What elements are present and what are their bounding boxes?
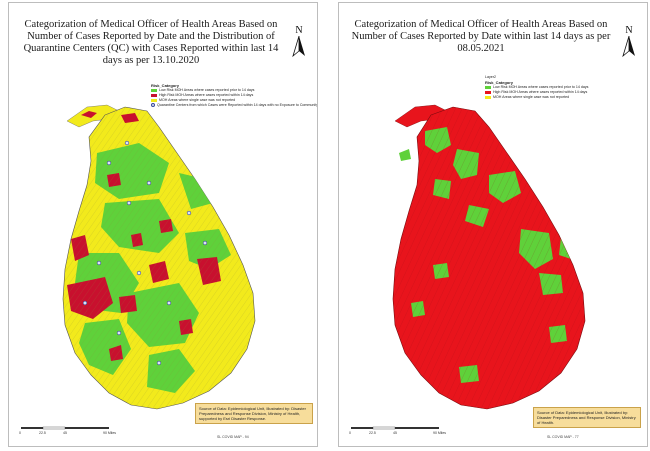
map-legend-2021: Layer2 Risk_Category Low Risk MOH Areas … [485,75,643,100]
sri-lanka-map-2021 [351,104,586,430]
source-note-2020: Source of Data: Epidemiological Unit, Il… [195,403,313,424]
legend-item-low-risk: Low Risk MOH Areas where cases reported … [151,88,313,93]
sri-lanka-map-2020 [21,104,256,430]
scale-label-3: 90 Miles [433,431,447,435]
north-arrow: N [621,25,637,63]
quarantine-center-markers [82,140,208,366]
source-note-2021: Source of Data: Epidemiological Unit, Il… [533,407,641,428]
map-title-2021: Categorization of Medical Officer of Hea… [351,19,611,54]
north-label: N [295,25,303,36]
legend-title: Risk_Category [485,80,514,85]
legend-item-low-risk: Low Risk MOH Areas where cases reported … [485,85,643,90]
scale-label-3: 90 Miles [103,431,117,435]
legend-item-high-risk: High Risk MOH Areas where cases reported… [151,93,313,98]
map-title-2020: Categorization of Medical Officer of Hea… [23,19,279,66]
north-label: N [625,25,633,36]
legend-item-high-risk: High Risk MOH Areas where cases reported… [485,90,643,95]
legend-item-quarantine-center: Quarantine Centers from which Cases were… [151,103,317,108]
scale-label-2: 45 [63,431,67,435]
map-legend-2020: Risk_Category Low Risk MOH Areas where c… [151,83,317,108]
scale-label-1: 22.5 [369,431,376,435]
legend-item-no-case: MOH Areas where single case was not repo… [151,98,313,103]
map-panel-2020: Categorization of Medical Officer of Hea… [8,2,318,447]
scale-label-0: 0 [19,431,21,435]
legend-item-no-case: MOH Areas where single case was not repo… [485,95,643,100]
scale-label-2: 45 [393,431,397,435]
legend-title: Risk_Category [151,83,180,88]
scale-label-0: 0 [349,431,351,435]
north-arrow-icon [292,35,305,58]
map-code-2021: SL COVID MAP - 77 [547,435,579,439]
scale-bar [21,426,109,430]
north-arrow-icon [622,35,635,58]
map-code-2020: SL COVID MAP - 94 [217,435,249,439]
map-panel-2021: Categorization of Medical Officer of Hea… [338,2,648,447]
scale-bar [351,426,439,430]
quarantine-center-icon [151,103,155,108]
legend-layer-label: Layer2 [485,75,496,79]
scale-label-1: 22.5 [39,431,46,435]
north-arrow: N [291,25,307,63]
